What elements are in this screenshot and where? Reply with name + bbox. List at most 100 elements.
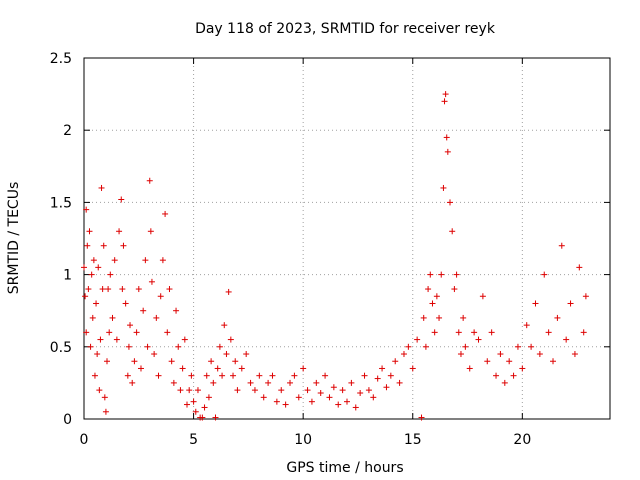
- x-tick-label: 20: [513, 432, 531, 448]
- data-point: [151, 351, 158, 358]
- x-tick-label: 10: [294, 432, 312, 448]
- data-point: [422, 343, 429, 350]
- data-point: [488, 329, 495, 336]
- data-point: [119, 286, 126, 293]
- data-point: [455, 329, 462, 336]
- data-point: [438, 271, 445, 278]
- y-axis-label: SRMTID / TECUs: [6, 182, 22, 295]
- data-point: [339, 387, 346, 394]
- data-point: [287, 379, 294, 386]
- y-tick-label: 0.5: [50, 340, 72, 356]
- data-point: [383, 384, 390, 391]
- x-tick-label: 0: [80, 432, 89, 448]
- data-point: [414, 336, 421, 343]
- data-point: [118, 196, 125, 203]
- data-point: [580, 329, 587, 336]
- data-point: [308, 398, 315, 405]
- data-point: [104, 358, 111, 365]
- data-point: [466, 365, 473, 372]
- data-point: [442, 91, 449, 98]
- data-point: [129, 379, 136, 386]
- data-point: [166, 286, 173, 293]
- data-point: [405, 343, 412, 350]
- grid: [84, 58, 610, 419]
- data-point: [120, 242, 127, 249]
- x-tick-label: 5: [189, 432, 198, 448]
- data-point: [113, 336, 120, 343]
- data-point: [90, 257, 97, 264]
- data-point: [441, 98, 448, 105]
- data-point: [545, 329, 552, 336]
- data-point: [420, 314, 427, 321]
- data-point: [230, 372, 237, 379]
- data-point: [83, 329, 90, 336]
- data-point: [105, 286, 112, 293]
- data-point: [164, 329, 171, 336]
- data-point: [81, 264, 87, 271]
- data-point: [335, 401, 342, 408]
- data-point: [175, 343, 182, 350]
- data-point: [116, 228, 123, 235]
- data-point: [365, 387, 372, 394]
- data-point: [199, 414, 206, 421]
- data-point: [184, 401, 191, 408]
- data-point: [436, 314, 443, 321]
- data-point: [493, 372, 500, 379]
- data-point: [205, 394, 212, 401]
- data-point: [232, 358, 239, 365]
- data-point: [295, 394, 302, 401]
- data-point: [392, 358, 399, 365]
- data-point: [186, 387, 193, 394]
- y-tick-label: 2.5: [50, 51, 72, 67]
- data-point: [133, 329, 140, 336]
- plot-frame: [83, 57, 611, 420]
- data-point: [451, 286, 458, 293]
- data-point: [550, 358, 557, 365]
- data-point: [124, 372, 131, 379]
- data-point: [447, 199, 454, 206]
- data-point: [144, 343, 151, 350]
- data-point: [91, 372, 98, 379]
- data-point: [304, 387, 311, 394]
- data-point: [427, 271, 434, 278]
- data-point: [532, 300, 539, 307]
- y-tick-label: 1.5: [50, 195, 72, 211]
- data-point: [514, 343, 521, 350]
- data-point: [106, 329, 113, 336]
- data-point: [194, 387, 201, 394]
- data-point: [142, 257, 149, 264]
- data-point: [159, 257, 166, 264]
- data-point: [168, 358, 175, 365]
- data-point: [216, 343, 223, 350]
- data-point: [322, 372, 329, 379]
- data-point: [379, 365, 386, 372]
- data-point: [188, 372, 195, 379]
- x-tick-label: 15: [404, 432, 422, 448]
- data-point: [179, 365, 186, 372]
- data-point: [269, 372, 276, 379]
- data-point: [440, 184, 447, 191]
- data-point: [278, 387, 285, 394]
- data-point: [93, 300, 100, 307]
- data-point: [127, 322, 134, 329]
- data-point: [462, 343, 469, 350]
- data-point: [162, 210, 169, 217]
- data-point: [519, 365, 526, 372]
- data-point: [374, 375, 381, 382]
- data-point: [82, 293, 89, 300]
- data-point: [567, 300, 574, 307]
- data-point: [140, 307, 147, 314]
- data-point: [475, 336, 482, 343]
- data-point: [102, 408, 109, 415]
- y-tick-label: 2: [63, 123, 72, 139]
- data-point: [146, 177, 153, 184]
- data-point: [453, 271, 460, 278]
- data-point: [94, 351, 101, 358]
- data-point: [541, 271, 548, 278]
- data-point: [177, 387, 184, 394]
- data-point: [282, 401, 289, 408]
- data-point: [510, 372, 517, 379]
- data-point: [155, 372, 162, 379]
- data-point: [148, 278, 155, 285]
- data-point: [361, 372, 368, 379]
